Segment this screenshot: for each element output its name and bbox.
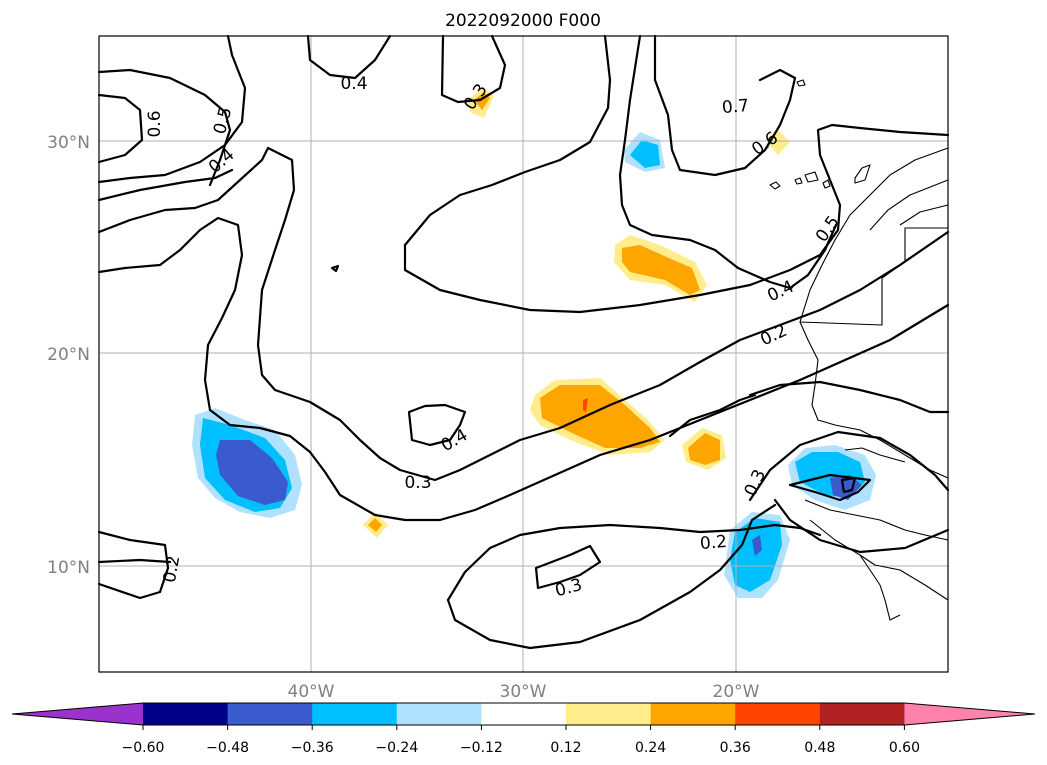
colorbar-bin xyxy=(566,703,652,725)
lat-label: 20°N xyxy=(47,345,90,365)
contour-line xyxy=(407,403,467,447)
lon-label: 20°W xyxy=(713,682,760,702)
lat-label: 30°N xyxy=(47,133,90,153)
pos-anomaly-mid xyxy=(368,518,382,532)
coastline xyxy=(809,519,949,601)
contour-line xyxy=(446,503,777,650)
colorbar-bin xyxy=(735,703,821,725)
contour-line xyxy=(748,380,950,414)
colorbar-bin xyxy=(312,703,398,725)
contour-line xyxy=(403,123,950,314)
colorbar-tick-label: 0.36 xyxy=(720,740,751,756)
contour-line xyxy=(97,558,172,564)
map-gridlines xyxy=(99,36,948,672)
colorbar-bin xyxy=(143,703,229,725)
colorbar-tick-label: 0.24 xyxy=(635,740,666,756)
lat-labels: 30°N 20°N 10°N xyxy=(47,133,90,578)
island xyxy=(796,79,806,87)
contour-line xyxy=(97,34,247,184)
coastlines xyxy=(769,79,949,621)
contour-line xyxy=(97,68,232,187)
neg-anomaly-mid xyxy=(630,140,660,168)
neg-anomaly-strong xyxy=(216,440,288,505)
contour-line xyxy=(330,264,340,273)
pos-anomaly-light xyxy=(765,130,790,155)
coastline xyxy=(869,179,949,231)
colorbar-tick-label: −0.12 xyxy=(460,740,503,756)
contour-line xyxy=(97,168,234,202)
colorbar-tick-label: −0.24 xyxy=(375,740,418,756)
colorbar-bin xyxy=(396,703,482,725)
contours xyxy=(97,34,950,650)
contour-label: 0.2 xyxy=(699,532,728,554)
contour-line xyxy=(788,473,872,502)
contour-line xyxy=(440,34,507,104)
colorbar-extend-min xyxy=(12,703,143,725)
contour-line xyxy=(97,146,950,482)
lon-labels: 40°W 30°W 20°W xyxy=(288,682,760,702)
contour-line xyxy=(403,34,612,247)
colorbar-tick-label: −0.48 xyxy=(206,740,249,756)
island xyxy=(794,177,803,185)
colorbar-bin xyxy=(819,703,905,725)
island xyxy=(804,171,819,183)
contour-label: 0.2 xyxy=(160,554,184,584)
colorbar-tick-label: −0.60 xyxy=(122,740,165,756)
map-panel: 0.4 0.3 0.6 0.5 0.4 0.7 0.6 0.5 0.4 0.2 … xyxy=(97,34,950,673)
colorbar-extend-max xyxy=(904,703,1035,725)
contour-line xyxy=(306,34,392,80)
island xyxy=(822,179,831,189)
colorbar: −0.60 −0.48 −0.36 −0.24 −0.12 0.12 0.24 0.36 0.4… xyxy=(11,702,1036,756)
contour-line xyxy=(97,93,144,164)
coastline xyxy=(804,499,949,541)
contour-label: 0.3 xyxy=(404,473,431,493)
lat-label: 10°N xyxy=(47,558,90,578)
colorbar-tick-label: 0.60 xyxy=(889,740,920,756)
contour-line xyxy=(773,498,950,554)
neg-anomaly-strong xyxy=(752,535,762,556)
pos-anomaly-mid xyxy=(540,385,660,448)
colorbar-bin xyxy=(227,703,313,725)
pos-anomaly-mid xyxy=(688,433,720,465)
contour-line xyxy=(446,523,822,602)
contour-label: 0.7 xyxy=(721,96,750,118)
contour-line xyxy=(668,393,757,438)
contour-label: 0.4 xyxy=(340,74,367,94)
pos-anomaly-strong xyxy=(583,398,588,412)
contour-label: 0.6 xyxy=(145,110,165,137)
colorbar-tick-label: 0.48 xyxy=(804,740,835,756)
contour-line xyxy=(534,544,602,590)
contour-line xyxy=(618,34,838,290)
coastline xyxy=(844,447,906,463)
lon-label: 40°W xyxy=(288,682,335,702)
coastline xyxy=(859,554,901,621)
contour-line xyxy=(840,476,857,494)
island xyxy=(854,164,871,184)
coastline xyxy=(899,204,949,226)
colorbar-tick-label: 0.12 xyxy=(550,740,581,756)
pos-anomaly-mid xyxy=(622,245,700,295)
colorbar-bin xyxy=(650,703,736,725)
colorbar-tick-label: −0.36 xyxy=(291,740,334,756)
island xyxy=(769,181,781,190)
map-frame xyxy=(98,35,949,673)
figure-title: 2022092000 F000 xyxy=(445,11,601,31)
colorbar-bin xyxy=(481,703,567,725)
contour-line xyxy=(748,430,950,502)
lon-label: 30°W xyxy=(500,682,547,702)
contour-line xyxy=(97,530,170,600)
contour-line xyxy=(653,34,797,177)
